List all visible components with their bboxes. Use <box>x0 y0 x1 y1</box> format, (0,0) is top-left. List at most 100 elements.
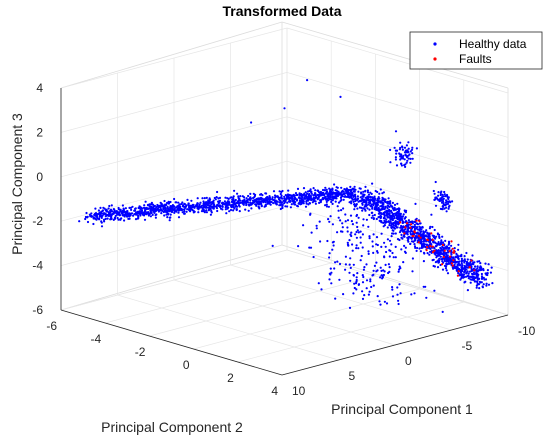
healthy-point <box>318 220 321 223</box>
healthy-point <box>343 192 346 195</box>
healthy-point <box>406 239 409 242</box>
y-tick-label: -2 <box>135 345 146 359</box>
healthy-point <box>353 208 356 211</box>
healthy-point <box>359 230 362 233</box>
healthy-point <box>225 201 228 204</box>
healthy-point <box>138 205 141 208</box>
healthy-point <box>348 239 351 242</box>
healthy-point <box>418 222 422 225</box>
healthy-point <box>468 270 472 273</box>
healthy-point <box>458 263 461 266</box>
healthy-point <box>437 241 440 244</box>
healthy-point <box>364 189 367 192</box>
healthy-point <box>284 205 287 208</box>
fault-point <box>452 251 455 254</box>
healthy-point <box>121 204 124 207</box>
healthy-point <box>289 196 292 200</box>
healthy-point <box>310 190 313 193</box>
healthy-point <box>346 241 349 244</box>
healthy-point <box>231 198 234 201</box>
healthy-point <box>379 276 382 279</box>
healthy-point <box>135 213 138 216</box>
healthy-point <box>393 203 397 206</box>
healthy-point <box>391 251 394 255</box>
healthy-point <box>460 262 463 265</box>
healthy-point <box>106 217 109 220</box>
healthy-point <box>331 196 334 199</box>
healthy-point <box>230 200 233 203</box>
chart-title: Transformed Data <box>222 3 341 19</box>
healthy-point <box>331 199 334 202</box>
healthy-point <box>475 284 478 287</box>
healthy-point <box>486 269 489 272</box>
healthy-point <box>440 239 443 242</box>
healthy-point <box>459 278 462 281</box>
healthy-point <box>297 196 301 199</box>
healthy-point <box>362 218 365 221</box>
healthy-point <box>268 201 271 204</box>
healthy-point <box>205 209 208 212</box>
fault-point <box>425 249 428 252</box>
healthy-point <box>374 189 377 193</box>
fault-point <box>431 245 434 248</box>
healthy-point <box>96 213 100 216</box>
healthy-point <box>463 270 466 273</box>
healthy-point <box>415 249 418 252</box>
healthy-point <box>445 193 449 197</box>
healthy-point <box>398 152 401 155</box>
healthy-point <box>223 200 226 203</box>
healthy-point <box>336 205 339 208</box>
healthy-point <box>385 250 388 254</box>
healthy-point <box>159 201 162 204</box>
healthy-point <box>352 273 355 277</box>
healthy-point <box>259 202 262 205</box>
healthy-point <box>334 297 337 300</box>
healthy-point <box>90 215 93 218</box>
healthy-point <box>199 201 202 204</box>
healthy-point <box>429 225 432 228</box>
healthy-point <box>100 216 103 219</box>
healthy-point <box>448 204 451 207</box>
healthy-point <box>86 220 90 224</box>
healthy-point <box>415 147 418 150</box>
healthy-point <box>463 258 466 261</box>
healthy-point <box>463 255 466 258</box>
healthy-point <box>314 202 317 205</box>
healthy-point <box>423 252 426 255</box>
healthy-point <box>422 285 425 288</box>
healthy-point <box>128 217 131 220</box>
healthy-point <box>280 194 283 197</box>
healthy-point <box>166 205 169 208</box>
healthy-point <box>161 204 164 207</box>
healthy-point <box>399 226 402 229</box>
healthy-point <box>286 193 290 196</box>
healthy-point <box>169 213 172 216</box>
healthy-point <box>356 207 359 210</box>
healthy-point <box>207 209 210 212</box>
healthy-point <box>135 211 138 214</box>
healthy-point <box>207 206 211 209</box>
healthy-point <box>441 268 445 271</box>
healthy-point <box>341 195 344 198</box>
healthy-point <box>433 228 436 232</box>
healthy-point <box>369 191 372 194</box>
healthy-point <box>304 191 307 194</box>
healthy-point <box>324 186 327 189</box>
healthy-point <box>340 198 343 202</box>
healthy-point <box>399 218 402 221</box>
healthy-point <box>374 204 378 207</box>
healthy-point <box>470 272 474 275</box>
healthy-point <box>180 202 183 206</box>
healthy-point <box>249 192 252 195</box>
healthy-point <box>353 185 356 188</box>
healthy-point <box>327 205 330 208</box>
healthy-point <box>328 220 331 223</box>
healthy-point <box>383 213 386 216</box>
healthy-point <box>341 226 344 229</box>
healthy-point <box>281 203 284 206</box>
healthy-point <box>469 278 472 281</box>
healthy-point <box>445 203 448 206</box>
healthy-point <box>423 243 426 246</box>
healthy-point <box>407 147 410 150</box>
healthy-point <box>445 253 448 256</box>
